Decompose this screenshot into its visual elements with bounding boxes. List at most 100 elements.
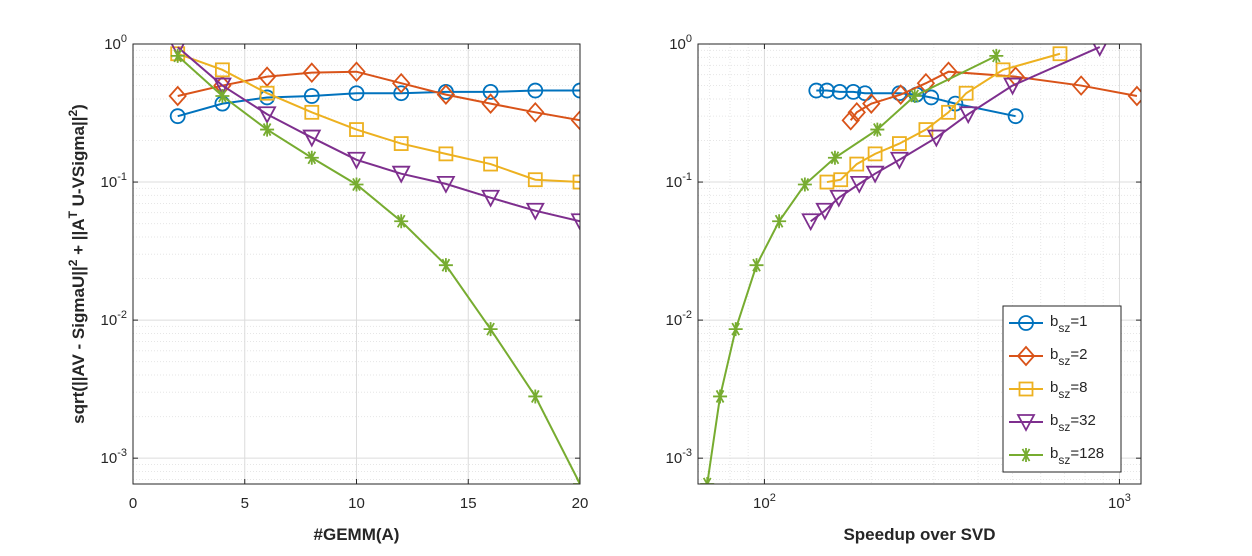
data-point xyxy=(572,174,580,190)
series-b-sz-128 xyxy=(700,48,1004,484)
data-point xyxy=(572,82,580,99)
data-point xyxy=(436,84,456,105)
data-point xyxy=(215,89,230,104)
x-tick-label: 103 xyxy=(1108,492,1131,512)
series-b-sz-8 xyxy=(170,46,580,190)
axes-frame xyxy=(697,43,1142,485)
legend-entry: bsz=1 xyxy=(1009,313,1087,335)
data-point xyxy=(391,72,411,94)
data-point xyxy=(829,189,849,208)
y-tick-label: 10-1 xyxy=(101,171,127,191)
legend-label: bsz=1 xyxy=(1050,313,1087,335)
series-line xyxy=(706,55,997,484)
legend-entry: bsz=2 xyxy=(1009,345,1087,368)
data-point xyxy=(819,82,835,99)
data-point xyxy=(845,83,862,100)
data-point xyxy=(170,44,185,57)
data-point xyxy=(958,85,974,101)
y-tick-label: 100 xyxy=(669,33,692,53)
data-point xyxy=(989,48,1004,63)
data-point xyxy=(941,104,956,120)
data-point xyxy=(891,84,910,105)
data-point xyxy=(1003,77,1023,96)
series-b-sz-32 xyxy=(170,44,580,232)
data-point xyxy=(1018,381,1034,397)
data-point xyxy=(1127,85,1141,107)
data-point xyxy=(827,150,842,165)
x-tick-label: 20 xyxy=(572,495,589,512)
series-b-sz-32 xyxy=(801,44,1107,232)
data-point xyxy=(570,213,580,232)
data-point xyxy=(857,85,873,102)
data-point xyxy=(482,83,499,100)
y-tick-label: 10-2 xyxy=(666,309,692,329)
data-point xyxy=(1071,75,1091,96)
data-point xyxy=(257,106,277,125)
series-b-sz-128 xyxy=(170,48,580,484)
data-point xyxy=(260,122,275,137)
data-point xyxy=(892,136,907,151)
data-point xyxy=(304,150,319,165)
data-point xyxy=(847,101,866,123)
y-tick-label: 10-3 xyxy=(101,447,127,467)
x-axis-label: Speedup over SVD xyxy=(843,525,995,544)
data-point xyxy=(349,122,364,137)
data-point xyxy=(808,82,825,99)
x-tick-label: 5 xyxy=(241,495,249,512)
data-point xyxy=(259,85,275,101)
data-point xyxy=(907,89,922,104)
data-point xyxy=(302,62,322,84)
x-tick-label: 10 xyxy=(348,495,365,512)
data-point xyxy=(1018,315,1034,331)
data-point xyxy=(918,122,934,137)
data-point xyxy=(347,61,366,83)
data-point xyxy=(995,62,1011,78)
data-point xyxy=(302,129,322,148)
x-tick-label: 15 xyxy=(460,495,477,512)
data-point xyxy=(169,108,186,125)
data-point xyxy=(481,189,501,208)
data-point xyxy=(483,322,498,337)
data-point xyxy=(849,175,869,194)
data-point xyxy=(772,214,787,229)
data-point xyxy=(527,82,544,99)
series-b-sz-1 xyxy=(808,82,1024,125)
data-point xyxy=(865,165,885,184)
series-line xyxy=(177,46,580,223)
data-point xyxy=(1092,44,1107,57)
legend-label: bsz=8 xyxy=(1050,379,1087,401)
legend-entry: bsz=128 xyxy=(1009,445,1104,467)
legend-label: bsz=32 xyxy=(1050,412,1096,434)
data-point xyxy=(438,146,454,162)
data-point xyxy=(528,389,543,404)
data-point xyxy=(391,165,411,184)
data-point xyxy=(170,48,185,63)
series-line xyxy=(826,52,1061,184)
series-b-sz-8 xyxy=(819,46,1068,190)
data-point xyxy=(438,258,453,273)
data-point xyxy=(347,151,366,170)
series-group xyxy=(700,44,1141,484)
data-point xyxy=(483,156,499,172)
data-point xyxy=(570,109,580,131)
data-point xyxy=(841,109,860,131)
x-tick-label: 102 xyxy=(753,492,776,512)
data-point xyxy=(394,214,409,229)
data-point xyxy=(862,93,881,114)
chart-1: 10-3 10-2 10-1 100 0 5 10 15 20 #GEMM(A) sqrt(||AV… xyxy=(66,33,588,544)
data-point xyxy=(815,202,835,221)
data-point xyxy=(526,101,545,123)
data-point xyxy=(348,85,365,102)
series-group xyxy=(168,44,580,484)
data-point xyxy=(1016,345,1036,367)
data-point xyxy=(958,106,978,125)
series-line xyxy=(177,55,580,484)
data-point xyxy=(797,177,812,192)
data-point xyxy=(168,85,187,107)
data-point xyxy=(728,322,743,337)
y-tick-label: 10-3 xyxy=(666,447,692,467)
data-point xyxy=(926,129,946,148)
legend-entry: bsz=32 xyxy=(1009,412,1096,434)
legend-label: bsz=2 xyxy=(1050,346,1087,368)
